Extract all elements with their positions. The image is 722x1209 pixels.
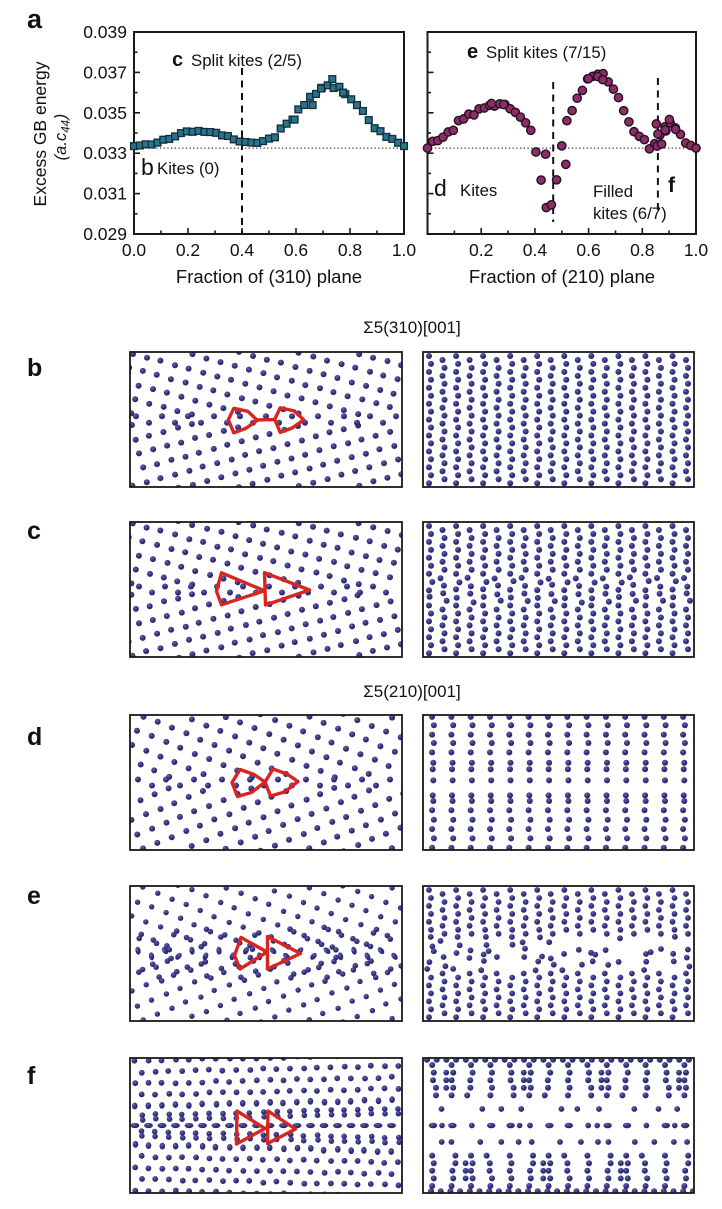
svg-text:f: f [668,174,676,197]
svg-text:e: e [27,882,41,910]
svg-text:1.0: 1.0 [684,240,709,260]
svg-text:b: b [141,154,154,180]
svg-text:c: c [27,517,41,545]
svg-text:1.0: 1.0 [392,240,417,260]
svg-text:Filled: Filled [593,182,633,201]
svg-text:e: e [467,41,478,63]
svg-text:Fraction of (210) plane: Fraction of (210) plane [469,266,655,287]
svg-text:Excess GB energy: Excess GB energy [30,61,50,206]
svg-text:Kites (0): Kites (0) [157,159,219,178]
svg-text:0.033: 0.033 [83,143,127,163]
svg-text:c: c [172,49,183,71]
svg-text:d: d [27,723,42,751]
svg-text:Σ5(210)[001]: Σ5(210)[001] [363,682,460,701]
svg-text:0.6: 0.6 [284,240,308,260]
svg-text:0.029: 0.029 [83,224,127,244]
svg-text:Σ5(310)[001]: Σ5(310)[001] [363,318,460,337]
svg-text:b: b [27,354,42,382]
svg-text:d: d [434,175,447,201]
svg-text:kites (6/7): kites (6/7) [593,204,667,223]
svg-text:Split kites (7/15): Split kites (7/15) [486,43,606,62]
svg-text:0.2: 0.2 [469,240,493,260]
svg-text:0.6: 0.6 [576,240,600,260]
svg-text:0.2: 0.2 [176,240,200,260]
svg-text:0.035: 0.035 [83,103,127,123]
svg-text:0.8: 0.8 [630,240,654,260]
svg-text:Kites: Kites [460,181,497,200]
svg-text:0.8: 0.8 [338,240,362,260]
svg-text:0.4: 0.4 [523,240,548,260]
svg-text:0.031: 0.031 [83,184,127,204]
svg-text:f: f [27,1062,36,1090]
svg-text:Split kites (2/5): Split kites (2/5) [191,51,302,70]
svg-text:a: a [27,4,43,34]
svg-text:0.039: 0.039 [83,22,127,42]
svg-text:0.037: 0.037 [83,62,127,82]
svg-text:0.4: 0.4 [230,240,255,260]
svg-text:0.0: 0.0 [122,240,147,260]
svg-text:Fraction of (310) plane: Fraction of (310) plane [176,266,362,287]
